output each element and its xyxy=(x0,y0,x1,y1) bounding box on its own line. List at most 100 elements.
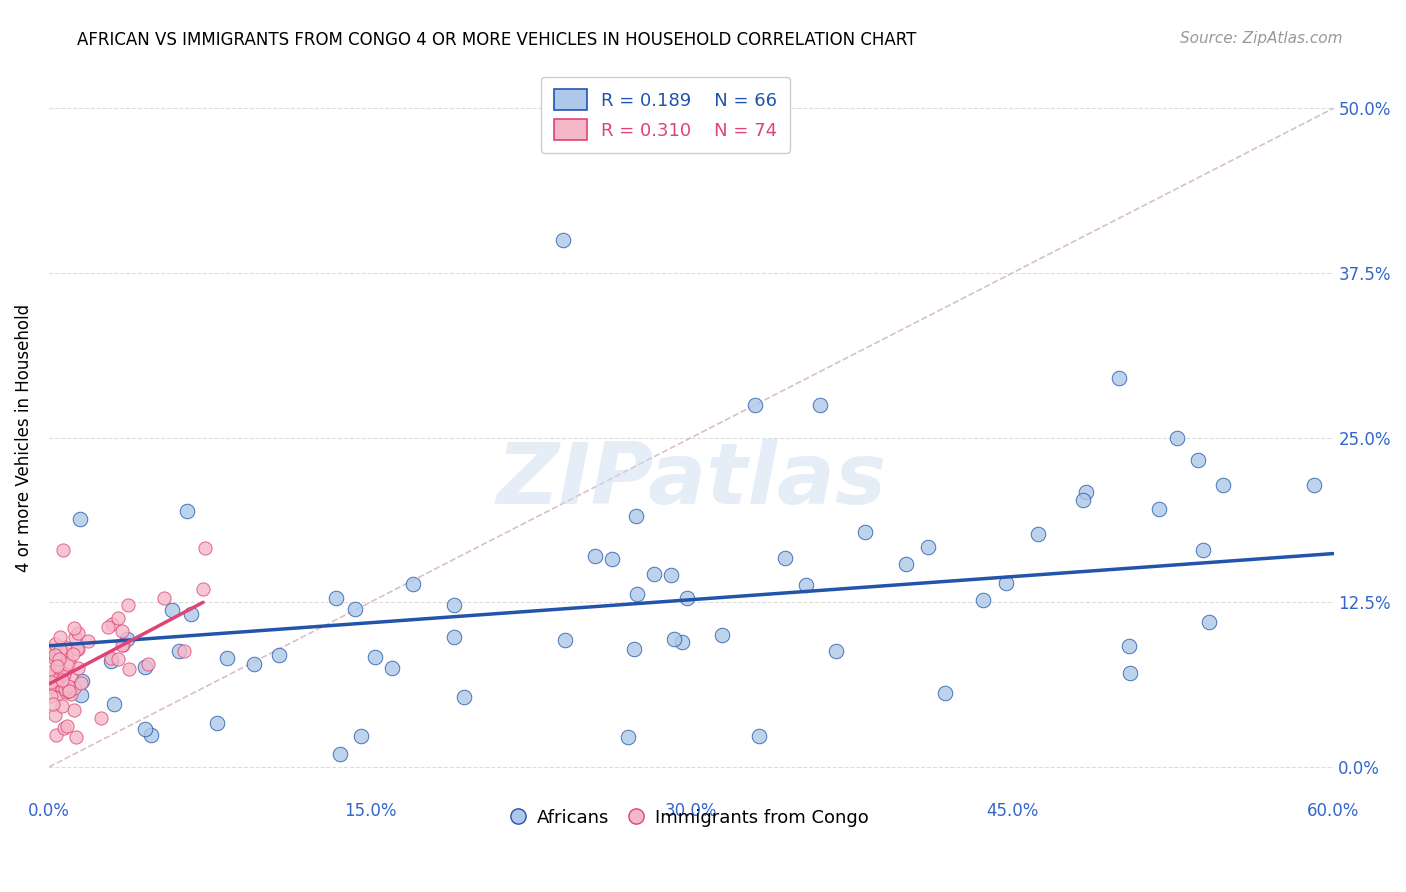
Point xyxy=(41,674,63,689)
Point xyxy=(70,676,93,690)
Point xyxy=(107,652,129,666)
Point xyxy=(205,716,228,731)
Legend: Africans, Immigrants from Congo: Africans, Immigrants from Congo xyxy=(506,801,876,834)
Point xyxy=(42,697,65,711)
Point xyxy=(41,689,63,703)
Point xyxy=(583,549,606,563)
Point xyxy=(65,730,87,744)
Point xyxy=(63,703,86,717)
Point xyxy=(1076,485,1098,500)
Point xyxy=(66,642,89,657)
Point xyxy=(934,686,956,700)
Point xyxy=(659,567,682,582)
Point xyxy=(1212,478,1234,492)
Point xyxy=(1192,542,1215,557)
Point xyxy=(38,679,60,693)
Point xyxy=(49,630,72,644)
Point xyxy=(70,688,93,702)
Point xyxy=(363,649,385,664)
Point xyxy=(118,662,141,676)
Point xyxy=(117,598,139,612)
Point xyxy=(38,641,60,656)
Point xyxy=(1303,478,1326,492)
Text: ZIPatlas: ZIPatlas xyxy=(496,439,886,522)
Point xyxy=(917,541,939,555)
Point xyxy=(167,643,190,657)
Point xyxy=(69,512,91,526)
Point xyxy=(350,729,373,743)
Point xyxy=(56,684,79,698)
Point xyxy=(49,680,72,694)
Point xyxy=(45,728,67,742)
Point xyxy=(1026,526,1049,541)
Point xyxy=(662,632,685,647)
Point xyxy=(623,641,645,656)
Point xyxy=(58,679,80,693)
Point xyxy=(794,578,817,592)
Y-axis label: 4 or more Vehicles in Household: 4 or more Vehicles in Household xyxy=(15,303,32,572)
Point xyxy=(402,576,425,591)
Point xyxy=(617,730,640,744)
Point xyxy=(55,685,77,699)
Point xyxy=(90,711,112,725)
Text: Source: ZipAtlas.com: Source: ZipAtlas.com xyxy=(1180,31,1343,46)
Point xyxy=(215,650,238,665)
Point xyxy=(972,592,994,607)
Point xyxy=(1166,431,1188,445)
Point xyxy=(808,398,831,412)
Point xyxy=(152,591,174,605)
Point xyxy=(381,661,404,675)
Point xyxy=(37,665,59,679)
Point xyxy=(1108,371,1130,385)
Point xyxy=(51,699,73,714)
Point xyxy=(443,599,465,613)
Point xyxy=(1118,640,1140,654)
Point xyxy=(56,657,79,672)
Point xyxy=(624,509,647,524)
Point xyxy=(112,639,135,653)
Point xyxy=(48,652,70,666)
Point xyxy=(173,644,195,658)
Point xyxy=(55,648,77,662)
Point xyxy=(193,541,215,556)
Point xyxy=(38,681,60,695)
Point xyxy=(773,550,796,565)
Point xyxy=(117,632,139,646)
Point xyxy=(46,687,69,701)
Point xyxy=(67,661,90,675)
Point xyxy=(1147,502,1170,516)
Point xyxy=(600,552,623,566)
Point xyxy=(134,722,156,736)
Point xyxy=(111,638,134,652)
Point xyxy=(44,648,66,663)
Point xyxy=(63,681,86,695)
Point xyxy=(1119,665,1142,680)
Point xyxy=(443,630,465,644)
Point xyxy=(44,707,66,722)
Point xyxy=(711,628,734,642)
Point xyxy=(51,673,73,687)
Point xyxy=(44,673,66,687)
Point xyxy=(111,624,134,638)
Point xyxy=(63,630,86,644)
Point xyxy=(52,542,75,557)
Point xyxy=(744,398,766,412)
Point xyxy=(53,681,76,696)
Point xyxy=(53,640,76,655)
Point xyxy=(136,657,159,671)
Point xyxy=(48,659,70,673)
Point xyxy=(134,660,156,674)
Point xyxy=(554,632,576,647)
Point xyxy=(853,525,876,540)
Point xyxy=(48,642,70,657)
Point xyxy=(97,619,120,633)
Point xyxy=(1187,453,1209,467)
Point xyxy=(103,697,125,711)
Point xyxy=(107,611,129,625)
Point xyxy=(269,648,291,663)
Point xyxy=(58,683,80,698)
Point xyxy=(59,671,82,685)
Point xyxy=(453,690,475,705)
Point xyxy=(825,643,848,657)
Point xyxy=(42,673,65,687)
